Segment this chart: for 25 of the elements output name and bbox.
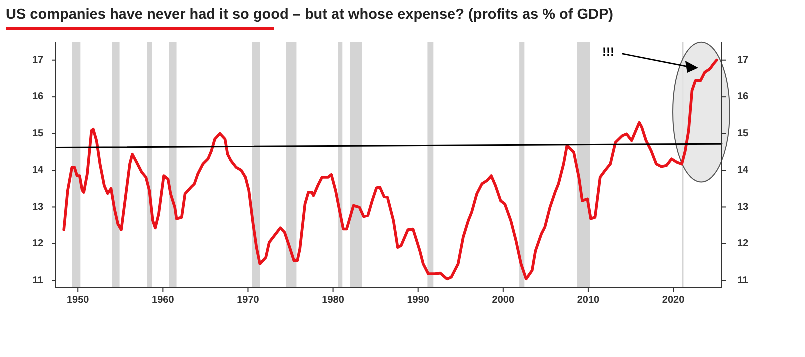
- y2-tick-label: 13: [737, 202, 749, 213]
- y2-tick-label: 14: [737, 165, 749, 176]
- x-tick-label: 2020: [662, 295, 686, 306]
- x-tick-label: 2000: [492, 295, 515, 306]
- line-series: [62, 58, 718, 281]
- y-tick-label: 14: [32, 165, 44, 176]
- x-tick-label: 2010: [577, 295, 600, 306]
- y-tick-label: 12: [32, 238, 44, 250]
- y-tick-label: 16: [32, 92, 44, 103]
- annotation: !!!: [602, 45, 614, 60]
- chart-title: US companies have never had it so good – but at whose expense? (profits as % of GDP): [6, 7, 614, 23]
- y2-tick-label: 16: [737, 92, 749, 103]
- x-tick-label: 1960: [152, 295, 175, 306]
- y-tick-label: 11: [32, 275, 44, 286]
- y2-tick-label: 12: [737, 238, 749, 250]
- y2-tick-label: 17: [737, 55, 749, 66]
- x-tick-label: 1970: [237, 295, 260, 306]
- y-tick-label: 17: [32, 55, 44, 66]
- y-tick-label: 13: [32, 202, 44, 213]
- x-tick-label: 1950: [66, 295, 90, 306]
- y2-tick-label: 11: [738, 275, 749, 286]
- x-tick-label: 1980: [322, 295, 345, 306]
- y2-tick-label: 15: [737, 128, 749, 140]
- y-tick-label: 15: [32, 128, 44, 140]
- x-tick-label: 1990: [407, 295, 430, 306]
